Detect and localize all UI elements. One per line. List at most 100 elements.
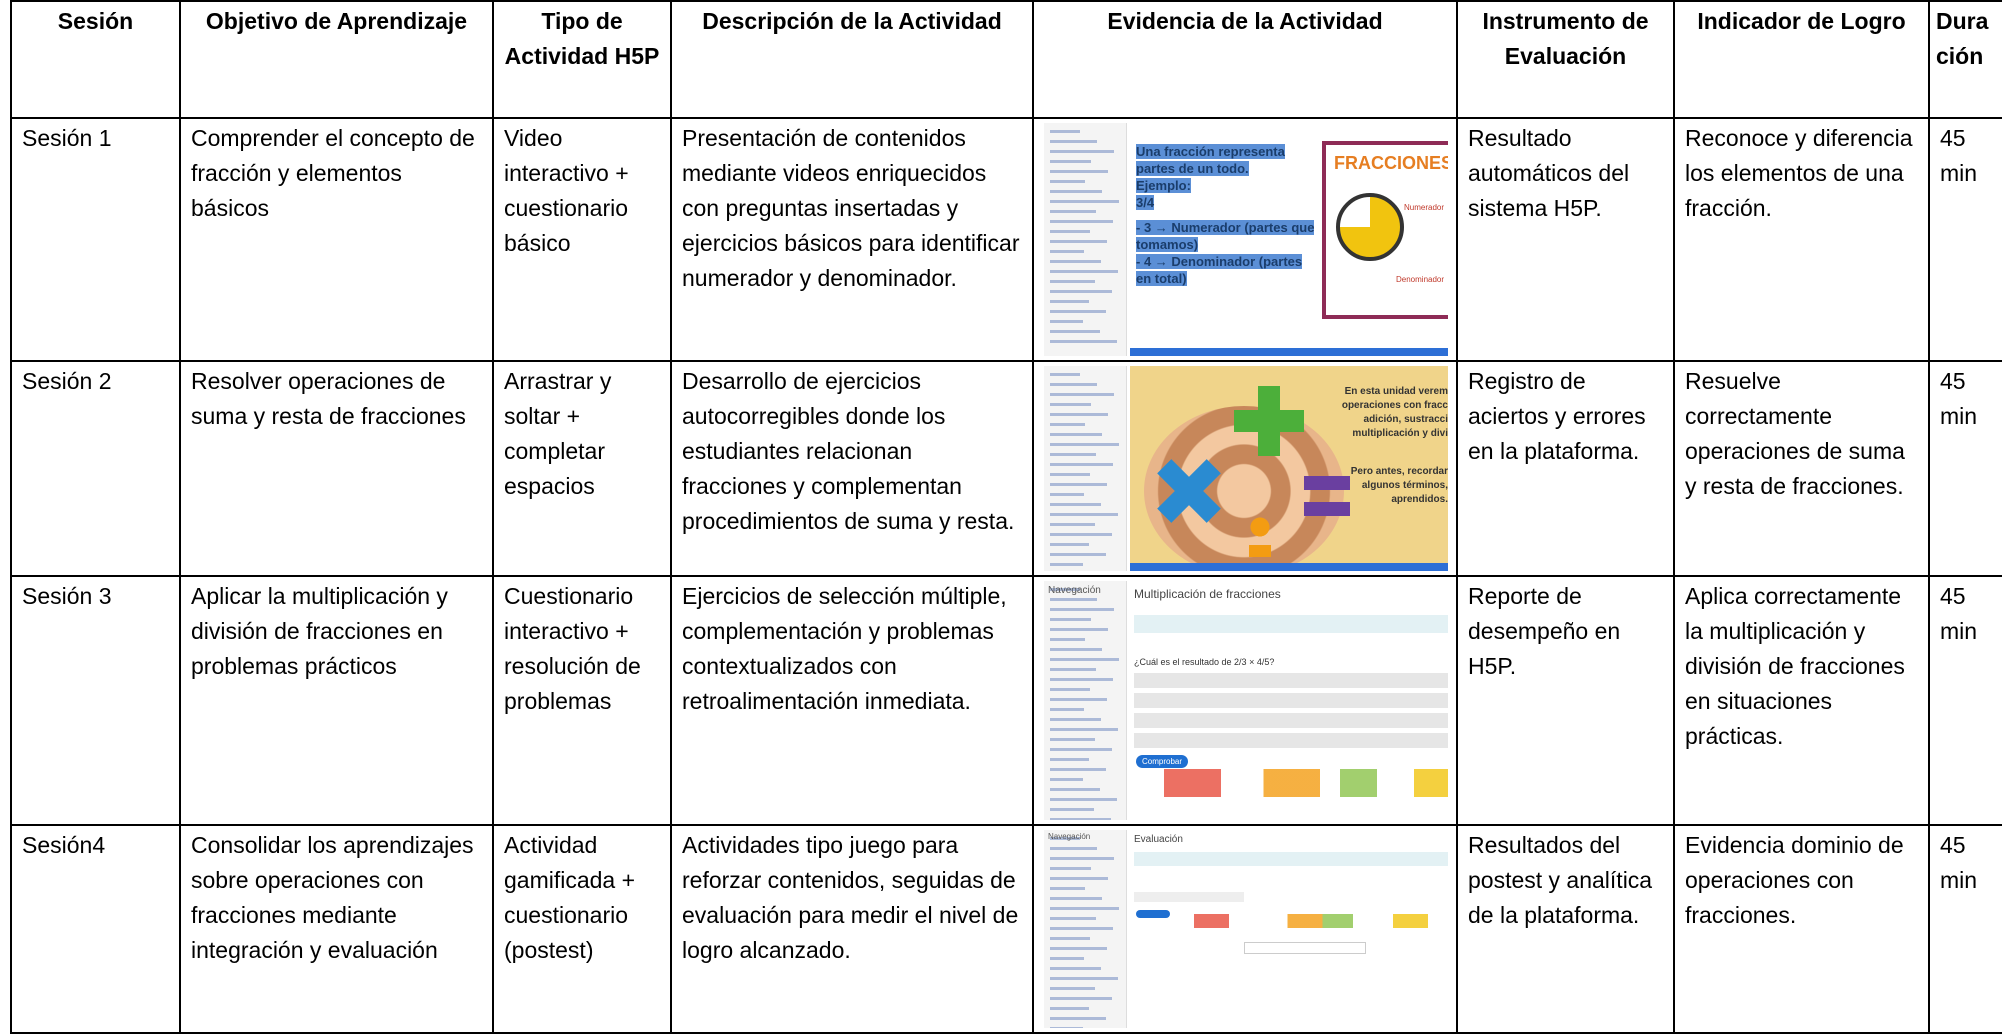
cell-duration: 45 min (1928, 575, 2002, 826)
info-bar (1134, 615, 1448, 633)
sidebar-line (1050, 748, 1112, 751)
sidebar-line (1050, 638, 1085, 641)
screenshot-sidebar (1044, 123, 1127, 356)
sidebar-line (1050, 280, 1095, 283)
denominator-label: Denominador (1396, 275, 1445, 284)
cell-duration: 45 min (1928, 824, 2002, 1034)
sidebar-line (1050, 330, 1100, 333)
card-title: FRACCIONES (1334, 153, 1448, 173)
sidebar-line (1050, 260, 1101, 263)
header-row: Sesión Objetivo de Aprendizaje Tipo de Act… (10, 0, 2002, 119)
slide-text: Pero antes, recordar (1350, 466, 1448, 477)
sidebar-line (1050, 250, 1084, 253)
column-header: Descripción de la Actividad (670, 0, 1034, 119)
sidebar-line (1050, 270, 1118, 273)
progress-bar (1130, 348, 1448, 356)
sidebar-line (1050, 947, 1107, 950)
sidebar-line (1050, 493, 1084, 496)
sidebar-line (1050, 837, 1080, 840)
sidebar-line (1050, 957, 1084, 960)
sidebar-line (1050, 473, 1090, 476)
sidebar-line (1050, 190, 1102, 193)
screenshot-sidebar (1044, 581, 1127, 820)
screenshot-sidebar (1044, 366, 1127, 571)
sidebar-line (1050, 598, 1097, 601)
column-header: Duración (1928, 0, 2002, 119)
slide-text: 3/4 (1136, 195, 1155, 210)
table-row: Sesión 2 Resolver operaciones de suma y r… (10, 360, 2002, 577)
table-row: Sesión 1 Comprender el concepto de fracci… (10, 117, 2002, 362)
sidebar-line (1050, 1027, 1083, 1028)
sidebar-line (1050, 503, 1101, 506)
cell-activity-type: Video interactivo + cuestionario básico (492, 117, 672, 362)
sidebar-line (1050, 373, 1080, 376)
option (1134, 673, 1448, 688)
sidebar-line (1050, 688, 1090, 691)
sidebar-line (1050, 708, 1084, 711)
sidebar-line (1050, 658, 1119, 661)
sidebar-line (1050, 140, 1097, 143)
slide-text: operaciones con fracc (1341, 400, 1448, 411)
sidebar-line (1050, 877, 1108, 880)
sidebar-line (1050, 608, 1114, 611)
sidebar-line (1050, 443, 1119, 446)
check-button (1136, 910, 1170, 918)
sidebar-line (1050, 788, 1100, 791)
equals-sign (1304, 476, 1350, 516)
slide-text: Una fracción representa partes de un tod… (1136, 144, 1285, 176)
cell-indicator: Aplica correctamente la multiplicación y… (1673, 575, 1930, 826)
sidebar-line (1050, 798, 1117, 801)
sidebar-line (1050, 423, 1085, 426)
spacer (1136, 211, 1316, 219)
sidebar-line (1050, 857, 1114, 860)
column-header: Indicador de Logro (1673, 0, 1930, 119)
table-row: Sesión 3 Aplicar la multiplicación y divi… (10, 575, 2002, 826)
page-title: Evaluación (1134, 834, 1183, 845)
sidebar-line (1050, 320, 1083, 323)
sidebar-line (1050, 648, 1102, 651)
cell-indicator: Resuelve correctamente operaciones de su… (1673, 360, 1930, 577)
column-header: Sesión (10, 0, 181, 119)
sidebar-line (1050, 887, 1085, 890)
sidebar-line (1050, 393, 1114, 396)
slide-text: En esta unidad verem (1344, 386, 1448, 397)
cell-objective: Aplicar la multiplicación y división de … (179, 575, 494, 826)
sidebar-line (1050, 808, 1094, 811)
nav-title: Navegación (1048, 832, 1091, 841)
cell-objective: Comprender el concepto de fracción y ele… (179, 117, 494, 362)
cell-objective: Consolidar los aprendizajes sobre operac… (179, 824, 494, 1034)
sidebar-line (1050, 413, 1108, 416)
sidebar-line (1050, 150, 1114, 153)
sidebar-line (1050, 170, 1108, 173)
sidebar-line (1050, 618, 1091, 621)
cell-description: Presentación de contenidos mediante vide… (670, 117, 1034, 362)
column-header: Instrumento de Evaluación (1456, 0, 1675, 119)
sidebar-line (1050, 907, 1119, 910)
evidence-cell: En esta unidad verem operaciones con frac… (1032, 360, 1458, 577)
sidebar-line (1050, 543, 1089, 546)
sidebar-line (1050, 867, 1091, 870)
sidebar-line (1050, 453, 1096, 456)
cell-session: Sesión4 (10, 824, 181, 1034)
option (1134, 693, 1448, 708)
cell-description: Actividades tipo juego para reforzar con… (670, 824, 1034, 1034)
sidebar-line (1050, 300, 1089, 303)
sidebar-line (1050, 927, 1113, 930)
sidebar-line (1050, 180, 1085, 183)
cell-indicator: Evidencia dominio de operaciones con fra… (1673, 824, 1930, 1034)
check-button: Comprobar (1136, 755, 1189, 768)
cell-session: Sesión 2 (10, 360, 181, 577)
sidebar-line (1050, 977, 1118, 980)
pizza (1336, 193, 1404, 261)
table-body: Sesión 1 Comprender el concepto de fracci… (10, 117, 2002, 1034)
sidebar-line (1050, 738, 1095, 741)
sidebar-line (1050, 290, 1112, 293)
sidebar-line (1050, 433, 1102, 436)
evidence-cell: Navegación Evaluación (1032, 824, 1458, 1034)
evidence-screenshot: Una fracción representa partes de un tod… (1044, 123, 1448, 356)
cell-activity-type: Cuestionario interactivo + resolución de… (492, 575, 672, 826)
slide-text: aprendidos. (1391, 494, 1448, 505)
numerator-label: Numerador (1404, 203, 1445, 212)
